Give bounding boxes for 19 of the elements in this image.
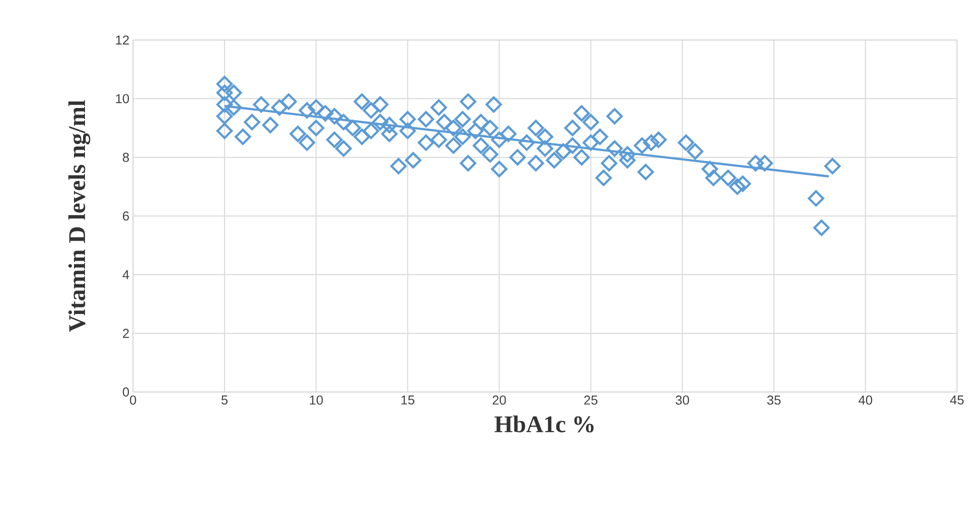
x-tick-label: 35 (767, 396, 781, 405)
x-tick-label: 10 (310, 396, 323, 405)
y-tick-label: 6 (122, 211, 129, 221)
x-tick-label: 45 (950, 396, 964, 405)
y-tick-label: 2 (122, 328, 129, 338)
x-tick-label: 5 (221, 396, 228, 405)
y-tick-label: 10 (116, 94, 129, 104)
x-tick-label: 25 (584, 396, 598, 405)
x-tick-label: 30 (676, 396, 690, 405)
x-tick-label: 15 (401, 396, 414, 405)
y-tick-label: 4 (122, 270, 130, 280)
y-tick-label: 8 (122, 152, 129, 162)
y-tick-label: 0 (122, 387, 129, 397)
x-axis-title: HbA1c % (494, 416, 594, 432)
x-tick-label: 0 (130, 396, 136, 405)
x-tick-label: 40 (858, 396, 872, 405)
y-tick-label: 12 (116, 35, 129, 45)
x-tick-label: 20 (492, 396, 506, 405)
y-axis-title: Vitamin D levels ng/ml (68, 100, 90, 332)
